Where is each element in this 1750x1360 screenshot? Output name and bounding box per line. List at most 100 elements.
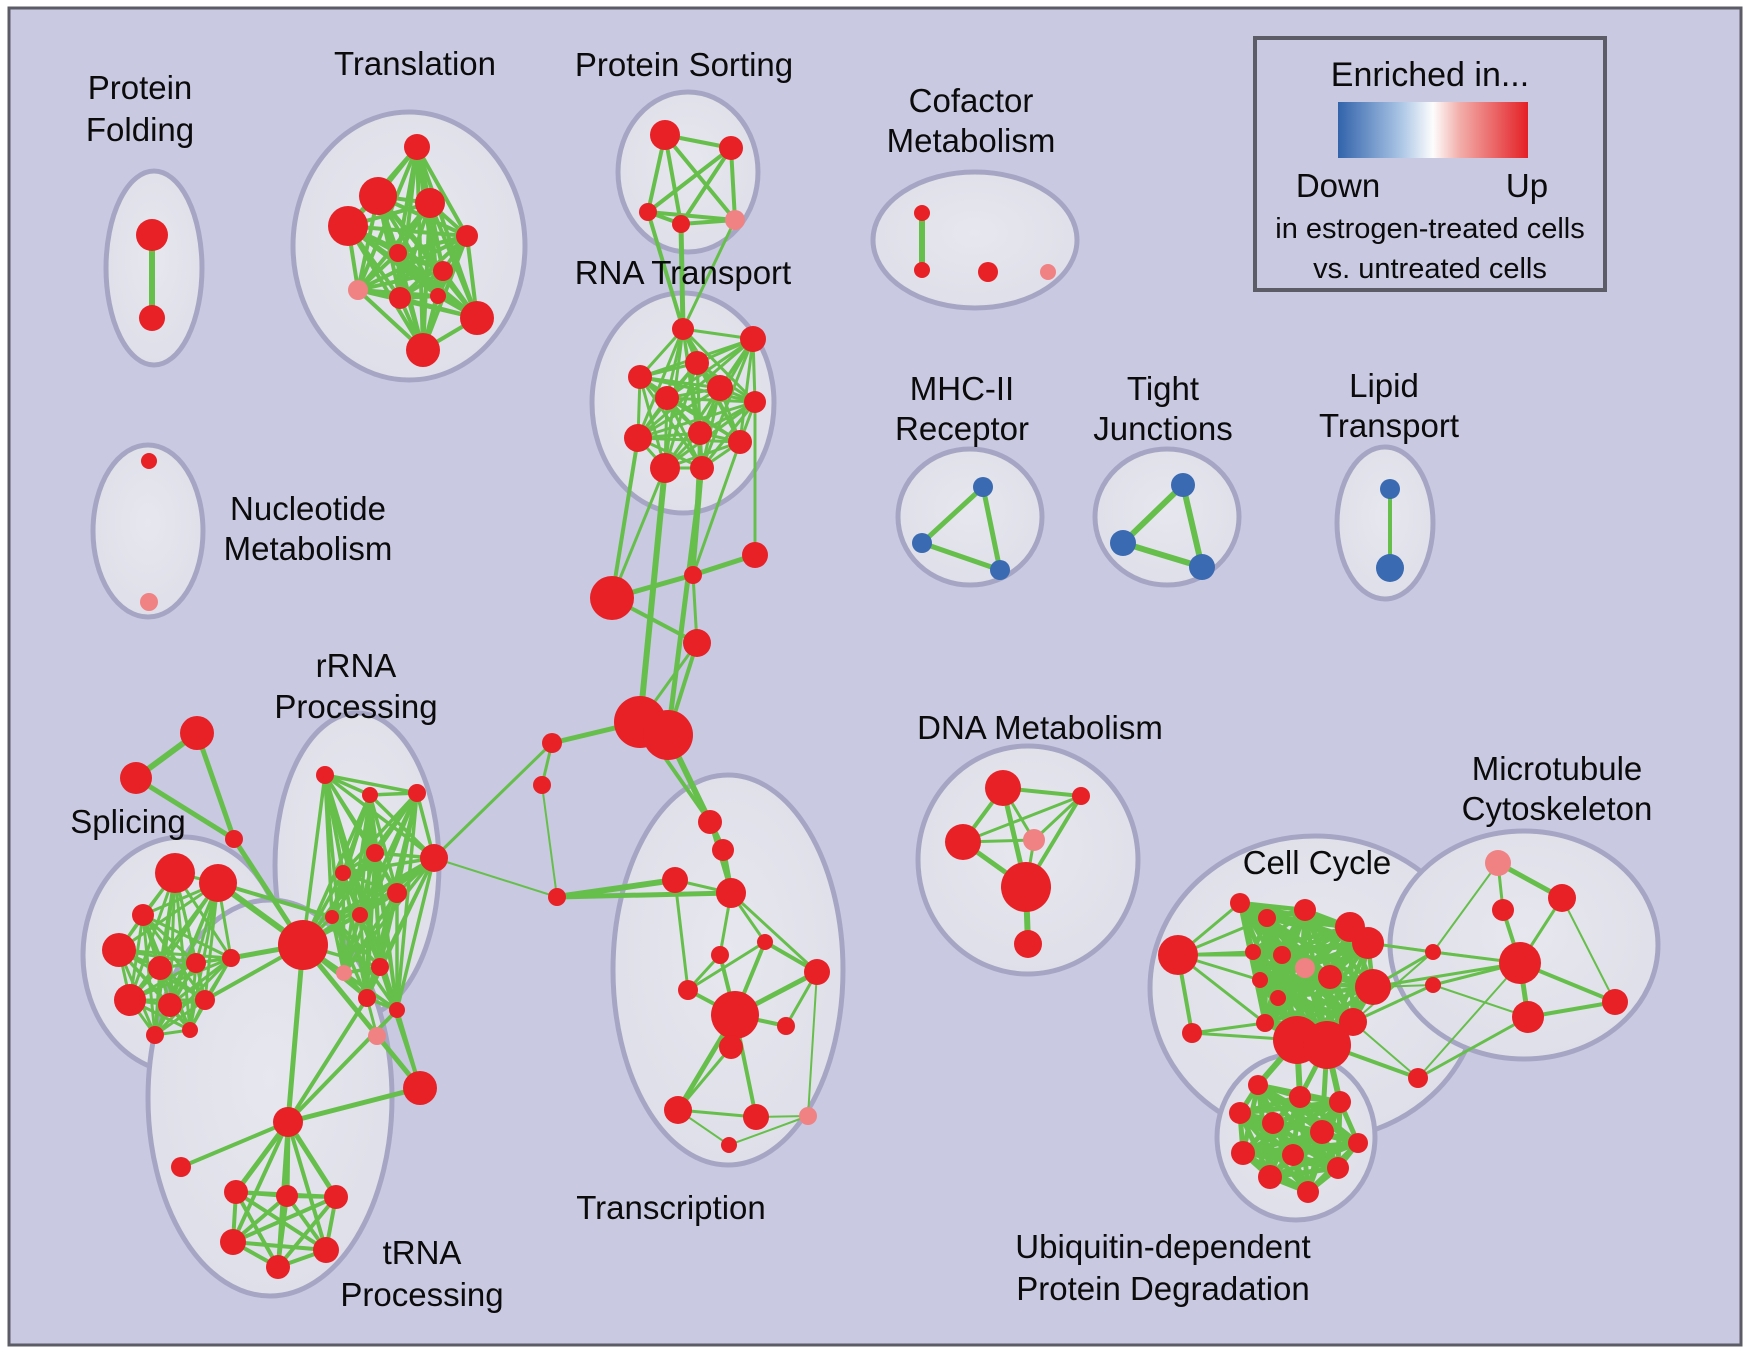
gene-set-node — [1348, 1133, 1368, 1153]
gene-set-node — [973, 477, 993, 497]
edge — [700, 400, 757, 470]
gene-set-node — [389, 287, 411, 309]
gene-set-node — [1230, 893, 1250, 913]
gene-set-node — [1270, 990, 1286, 1006]
gene-set-node — [136, 219, 168, 251]
cluster-label-mhc-ii-receptor-line1: MHC-II — [910, 370, 1014, 407]
gene-set-node — [1189, 554, 1215, 580]
edge — [432, 741, 554, 860]
gene-set-node — [1040, 264, 1056, 280]
legend-gradient-bar — [1338, 102, 1528, 158]
gene-set-node — [711, 946, 729, 964]
gene-set-node — [325, 910, 339, 924]
gene-set-node — [1289, 1086, 1311, 1108]
edge — [1250, 924, 1353, 955]
cluster-label-cofactor-metabolism-line2: Metabolism — [887, 122, 1056, 159]
gene-set-node — [148, 956, 172, 980]
gene-set-node — [328, 206, 368, 246]
gene-set-node — [460, 301, 494, 335]
edge — [323, 773, 436, 860]
edge — [728, 1115, 809, 1146]
gene-set-node — [672, 215, 690, 233]
edge — [1190, 1021, 1267, 1035]
gene-set-node — [389, 1002, 405, 1018]
edge — [1352, 951, 1434, 1023]
edge — [1432, 862, 1499, 953]
gene-set-node — [712, 839, 734, 861]
cluster-label-cell-cycle: Cell Cycle — [1243, 844, 1392, 881]
gene-set-node — [140, 593, 158, 611]
gene-set-node — [1352, 927, 1384, 959]
gene-set-node — [1252, 972, 1268, 988]
gene-set-node — [1273, 946, 1291, 964]
cluster-ellipse-cofactor-metabolism — [870, 169, 1080, 311]
gene-set-node — [1380, 479, 1400, 499]
gene-set-node — [186, 953, 206, 973]
edge — [231, 1195, 338, 1244]
gene-set-node — [678, 980, 698, 1000]
edge — [231, 1120, 290, 1244]
gene-set-node — [336, 965, 352, 981]
gene-set-node — [276, 1185, 298, 1207]
edge — [378, 965, 422, 1090]
gene-set-node — [685, 351, 709, 375]
edge — [1417, 962, 1521, 1079]
gene-set-node — [387, 883, 407, 903]
cluster-label-translation: Translation — [334, 45, 496, 82]
gene-set-node — [650, 120, 680, 150]
edge — [681, 218, 737, 331]
edge — [638, 375, 704, 470]
edge — [415, 145, 469, 238]
gene-set-node — [1248, 1075, 1268, 1095]
edge — [323, 773, 419, 795]
edge — [638, 375, 757, 404]
edge — [636, 400, 757, 440]
edge — [1120, 482, 1186, 546]
gene-set-node — [1256, 1014, 1274, 1032]
edge — [738, 337, 755, 444]
gene-set-node — [698, 810, 722, 834]
gene-set-node — [195, 990, 215, 1010]
gene-set-node — [985, 770, 1021, 806]
cluster-label-tight-junctions-line2: Junctions — [1093, 410, 1232, 447]
edge — [168, 956, 233, 1007]
edge — [638, 375, 667, 470]
gene-set-node — [655, 386, 679, 410]
gene-set-node — [683, 629, 711, 657]
cluster-label-protein-folding-line2: Folding — [86, 111, 194, 148]
gene-set-node — [102, 933, 136, 967]
gene-set-node — [1318, 965, 1342, 989]
cluster-label-rrna-processing-line1: rRNA — [316, 647, 397, 684]
edge — [980, 484, 1003, 573]
gene-set-node — [225, 830, 243, 848]
edge — [341, 856, 436, 875]
gene-set-node — [590, 576, 634, 620]
cluster-label-mhc-ii-receptor-line2: Receptor — [895, 410, 1029, 447]
legend-up-label: Up — [1506, 167, 1548, 204]
gene-set-node — [224, 1180, 248, 1204]
cluster-label-protein-folding-line1: Protein — [88, 69, 193, 106]
edge — [679, 146, 733, 226]
edge — [1257, 977, 1376, 990]
edge — [286, 996, 369, 1124]
legend-title: Enriched in... — [1331, 56, 1529, 94]
gene-set-node — [362, 787, 378, 803]
gene-set-node — [1171, 473, 1195, 497]
gene-set-node — [1485, 850, 1511, 876]
gene-set-node — [1014, 930, 1042, 958]
edge — [1416, 1015, 1530, 1080]
edge — [117, 881, 220, 952]
edge — [636, 436, 742, 444]
gene-set-node — [799, 1107, 817, 1125]
edge — [610, 466, 667, 600]
edge — [554, 890, 734, 900]
legend-subline-2: vs. untreated cells — [1313, 253, 1547, 285]
gene-set-node — [757, 934, 773, 950]
gene-set-node — [1072, 787, 1090, 805]
gene-set-node — [1425, 944, 1441, 960]
edge — [285, 1085, 423, 1125]
gene-set-node — [335, 865, 351, 881]
edge — [1351, 983, 1435, 1024]
gene-set-node — [316, 766, 334, 784]
